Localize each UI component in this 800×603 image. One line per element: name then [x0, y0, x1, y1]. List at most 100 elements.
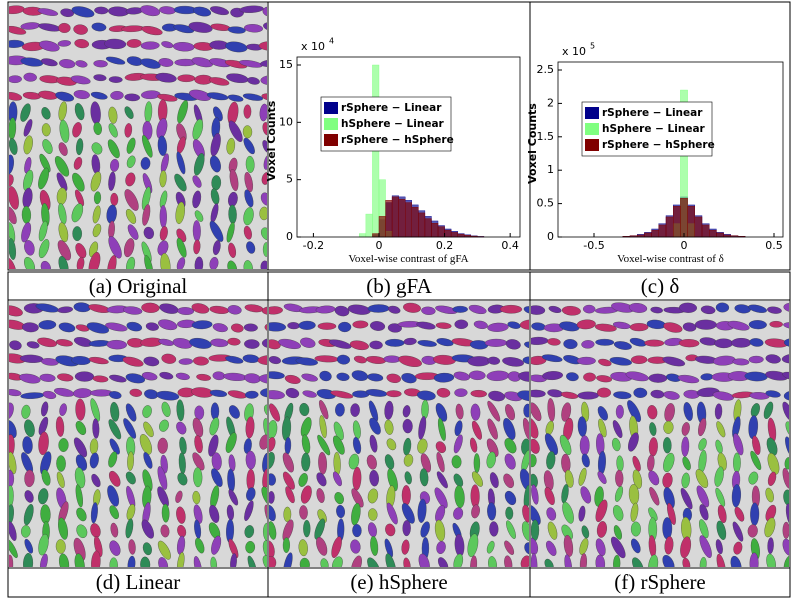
glyph — [75, 60, 88, 68]
glyph — [531, 402, 542, 422]
glyph — [504, 555, 513, 567]
glyph — [176, 237, 187, 258]
glyph — [283, 506, 292, 523]
glyph — [142, 134, 153, 158]
legend-swatch — [324, 102, 338, 114]
glyph — [91, 142, 103, 155]
glyph — [581, 340, 595, 349]
glyph — [260, 260, 267, 269]
glyph — [258, 41, 267, 51]
glyph — [243, 260, 253, 269]
glyph — [630, 355, 648, 364]
histogram-bar — [450, 232, 458, 238]
glyph — [227, 260, 237, 269]
glyph — [504, 490, 517, 506]
glyph — [648, 470, 660, 486]
glyph — [597, 471, 607, 485]
glyph — [330, 390, 354, 399]
glyph — [59, 553, 70, 567]
glyph — [765, 354, 781, 364]
glyph — [211, 535, 222, 555]
glyph — [471, 504, 480, 519]
glyph — [141, 519, 154, 539]
glyph — [246, 241, 256, 254]
glyph — [524, 542, 529, 555]
glyph — [521, 521, 529, 541]
glyph — [454, 319, 469, 329]
glyph — [699, 535, 712, 558]
glyph — [716, 421, 726, 438]
glyph — [24, 538, 34, 554]
glyph — [583, 304, 596, 314]
axes-box — [557, 61, 784, 238]
glyph — [563, 535, 574, 557]
glyph — [143, 226, 155, 240]
glyph — [403, 557, 411, 567]
glyph — [696, 485, 710, 508]
glyph — [269, 452, 275, 470]
glyph — [317, 434, 331, 456]
glyph — [107, 255, 117, 269]
glyph — [782, 371, 789, 381]
glyph — [370, 321, 386, 331]
glyph — [416, 321, 436, 330]
glyph — [94, 536, 103, 558]
glyph — [93, 122, 102, 136]
glyph — [74, 553, 85, 567]
glyph — [90, 502, 98, 524]
glyph — [663, 391, 680, 400]
glyph — [20, 57, 44, 67]
glyph — [507, 321, 521, 329]
glyph — [160, 524, 170, 538]
glyph — [257, 355, 267, 366]
axes-box — [296, 56, 521, 238]
glyph — [227, 26, 246, 34]
glyph — [629, 323, 649, 332]
glyph — [225, 355, 244, 364]
glyph — [72, 172, 85, 192]
glyph — [367, 557, 381, 567]
glyph — [451, 455, 462, 469]
glyph — [269, 505, 276, 522]
glyph — [579, 538, 589, 555]
glyph — [72, 122, 82, 138]
glyph — [227, 94, 244, 102]
glyph — [90, 171, 102, 192]
glyph — [302, 390, 317, 398]
legend-swatch — [324, 134, 338, 146]
glyph — [486, 540, 495, 554]
glyph — [351, 488, 364, 508]
glyph — [733, 433, 744, 456]
glyph — [145, 322, 159, 331]
glyph — [110, 522, 119, 538]
glyph — [317, 509, 327, 524]
glyph-image — [531, 301, 789, 567]
glyph — [9, 238, 16, 260]
glyph — [700, 305, 716, 315]
glyph — [402, 520, 411, 537]
glyph — [260, 75, 267, 86]
glyph — [336, 504, 345, 519]
glyph — [56, 471, 65, 488]
glyph — [489, 521, 499, 537]
glyph — [401, 485, 411, 506]
glyph — [398, 355, 422, 367]
glyph — [189, 338, 212, 349]
glyph — [298, 539, 308, 557]
glyph — [436, 452, 445, 473]
legend-box — [320, 96, 452, 152]
glyph — [367, 488, 379, 504]
glyph — [581, 525, 590, 539]
glyph — [663, 452, 675, 473]
glyph — [470, 555, 478, 567]
glyph — [93, 74, 107, 82]
glyph — [89, 452, 99, 469]
glyph — [194, 210, 204, 222]
glyph — [209, 417, 220, 436]
glyph — [630, 538, 641, 554]
glyph — [9, 138, 18, 155]
glyph — [175, 490, 183, 503]
glyph — [264, 504, 267, 525]
glyph — [298, 320, 316, 330]
glyph — [486, 438, 499, 457]
